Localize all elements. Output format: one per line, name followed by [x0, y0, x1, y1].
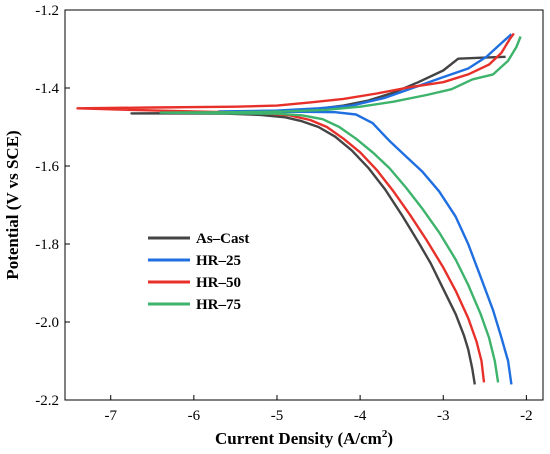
y-tick-label: -1.6 [35, 159, 59, 175]
y-tick-label: -1.4 [35, 81, 59, 97]
x-axis-title-superscript: 2 [382, 428, 388, 440]
y-tick-label: -2.2 [35, 393, 59, 409]
series-line-2 [217, 33, 513, 385]
legend: As–Cast HR–25 HR–50 HR–75 [148, 231, 249, 313]
y-tick-label: -1.2 [35, 3, 59, 19]
legend-label-1: As–Cast [196, 231, 249, 247]
legend-label-2: HR–25 [196, 253, 241, 269]
series-line-4 [159, 36, 522, 383]
x-tick-label: -4 [354, 408, 367, 424]
axis-ticks: -7 -6 -5 -4 -3 -2 -2.2 -2.0 -1.8 -1.6 -1.4 -1.2 [35, 3, 532, 424]
x-tick-label: -7 [104, 408, 117, 424]
y-tick-label: -1.8 [35, 237, 59, 253]
plot-frame [64, 9, 544, 401]
x-tick-label: -2 [520, 408, 533, 424]
x-tick-label: -6 [188, 408, 201, 424]
legend-label-4: HR–75 [196, 297, 241, 313]
x-axis-title-end: ) [387, 429, 393, 448]
x-tick-label: -3 [437, 408, 450, 424]
y-tick-label: -2.0 [35, 315, 59, 331]
series-line-1 [130, 55, 506, 385]
x-axis-title: Current Density (A/cm2) [215, 428, 393, 448]
x-tick-label: -5 [271, 408, 284, 424]
y-axis-title: Potential (V vs SCE) [3, 130, 22, 279]
legend-label-3: HR–50 [196, 275, 241, 291]
series-line-3 [76, 32, 515, 383]
series-lines [76, 32, 522, 385]
